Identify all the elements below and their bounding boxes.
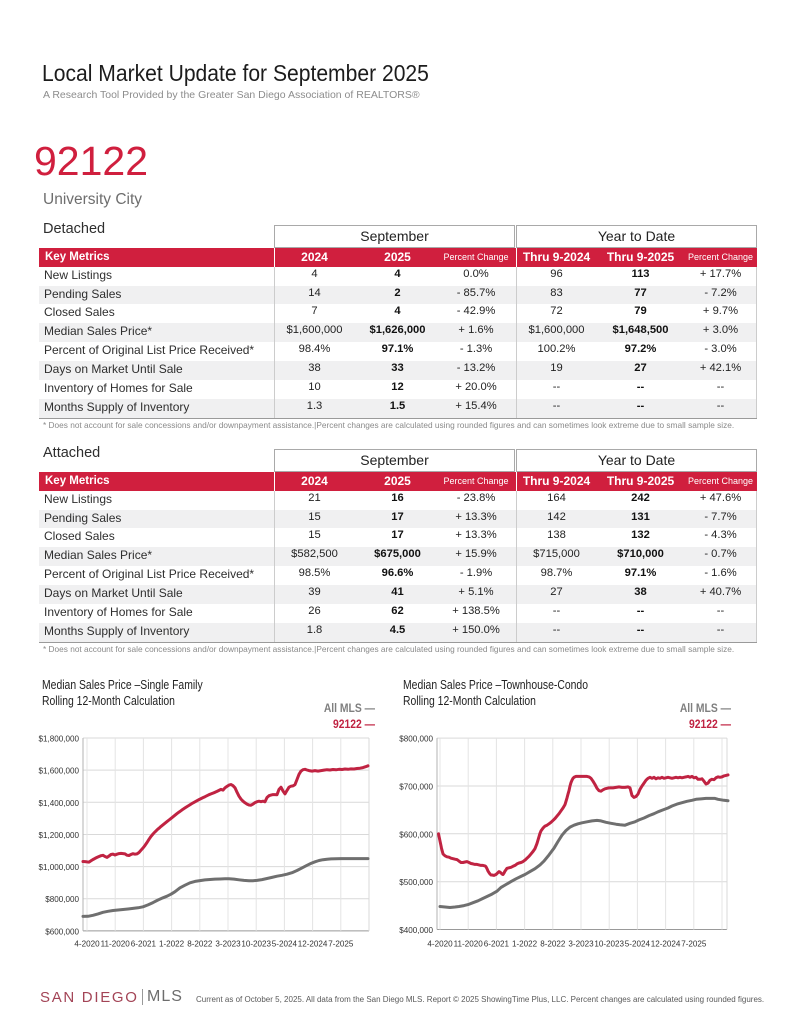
svg-text:$1,400,000: $1,400,000 [38, 799, 79, 808]
svg-text:6-2021: 6-2021 [131, 940, 157, 949]
svg-text:11-2020: 11-2020 [454, 940, 484, 949]
svg-text:4-2020: 4-2020 [427, 940, 453, 949]
svg-text:$1,000,000: $1,000,000 [38, 863, 79, 872]
svg-text:$1,800,000: $1,800,000 [38, 735, 79, 744]
svg-text:3-2023: 3-2023 [215, 940, 241, 949]
svg-text:7-2025: 7-2025 [328, 940, 354, 949]
svg-text:$400,000: $400,000 [399, 926, 433, 935]
svg-text:1-2022: 1-2022 [159, 940, 185, 949]
svg-text:10-2023: 10-2023 [594, 940, 624, 949]
svg-text:$600,000: $600,000 [45, 927, 79, 936]
svg-text:5-2024: 5-2024 [272, 940, 298, 949]
svg-text:3-2023: 3-2023 [568, 940, 594, 949]
svg-text:12-2024: 12-2024 [651, 940, 681, 949]
svg-text:12-2024: 12-2024 [298, 940, 328, 949]
svg-text:$500,000: $500,000 [399, 878, 433, 887]
svg-text:8-2022: 8-2022 [187, 940, 213, 949]
svg-text:1-2022: 1-2022 [512, 940, 538, 949]
svg-text:4-2020: 4-2020 [74, 940, 100, 949]
svg-text:7-2025: 7-2025 [681, 940, 707, 949]
svg-text:$800,000: $800,000 [399, 735, 433, 744]
svg-text:5-2024: 5-2024 [625, 940, 651, 949]
svg-text:$700,000: $700,000 [399, 783, 433, 792]
svg-text:$1,200,000: $1,200,000 [38, 831, 79, 840]
svg-text:6-2021: 6-2021 [484, 940, 510, 949]
svg-text:11-2020: 11-2020 [101, 940, 131, 949]
svg-text:$1,600,000: $1,600,000 [38, 767, 79, 776]
svg-text:$800,000: $800,000 [45, 895, 79, 904]
svg-text:10-2023: 10-2023 [241, 940, 271, 949]
svg-text:$600,000: $600,000 [399, 830, 433, 839]
svg-text:8-2022: 8-2022 [540, 940, 566, 949]
